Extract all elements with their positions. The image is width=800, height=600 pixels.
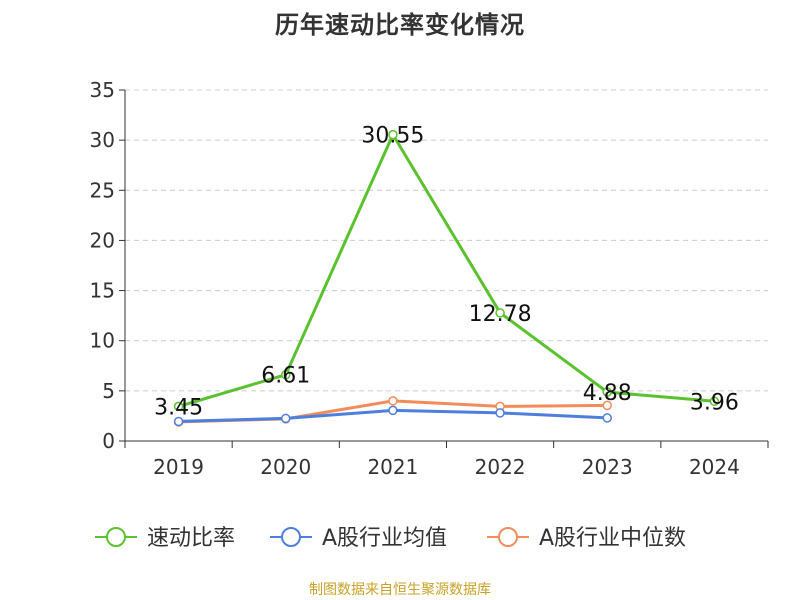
- data-point: [495, 308, 505, 318]
- series-line-0: [178, 133, 715, 408]
- legend-marker: [106, 527, 126, 547]
- legend-marker: [498, 527, 518, 547]
- y-tick-label: 5: [102, 379, 115, 403]
- data-point: [388, 129, 398, 140]
- data-point: [281, 369, 291, 380]
- legend-item[interactable]: 速动比率: [95, 526, 235, 551]
- data-point: [602, 400, 612, 411]
- chart-title: 历年速动比率变化情况: [275, 11, 525, 39]
- data-label: 3.45: [154, 395, 203, 420]
- data-label: 12.78: [469, 302, 532, 327]
- legend-label: A股行业中位数: [539, 526, 686, 551]
- data-point: [602, 387, 612, 397]
- y-tick-label: 10: [90, 329, 115, 353]
- legend-marker: [281, 527, 301, 547]
- data-label: 4.88: [583, 381, 632, 406]
- data-point: [388, 405, 398, 416]
- legend-item[interactable]: A股行业中位数: [487, 526, 686, 551]
- legend-label: A股行业均值: [322, 526, 447, 551]
- x-tick-label: 2022: [475, 455, 526, 479]
- data-label: 6.61: [261, 364, 310, 389]
- y-tick-label: 35: [90, 78, 115, 102]
- data-point: [281, 413, 291, 424]
- legend-item[interactable]: A股行业均值: [270, 526, 447, 551]
- y-tick-label: 20: [90, 228, 115, 252]
- x-tick-label: 2021: [367, 455, 418, 479]
- y-tick-label: 25: [90, 178, 115, 202]
- legend-label: 速动比率: [147, 526, 235, 551]
- x-tick-label: 2023: [582, 455, 633, 479]
- source-note: 制图数据来自恒生聚源数据库: [309, 582, 491, 598]
- series-lines: [173, 129, 720, 427]
- y-tick-label: 0: [102, 429, 115, 453]
- data-point: [173, 401, 184, 412]
- x-tick-label: 2020: [260, 455, 311, 479]
- data-point: [173, 416, 184, 427]
- y-tick-label: 15: [90, 279, 115, 303]
- legend[interactable]: 速动比率 A股行业均值 A股行业中位数: [95, 526, 686, 551]
- x-tick-label: 2024: [689, 455, 740, 479]
- x-tick-label: 2019: [153, 455, 204, 479]
- data-point: [709, 396, 720, 407]
- data-point: [602, 413, 612, 423]
- data-point: [495, 408, 505, 418]
- data-labels: 3.45 6.61 30.55 12.78 4.88 3.96: [154, 124, 739, 421]
- data-label: 30.55: [361, 124, 424, 149]
- data-point: [388, 396, 398, 406]
- data-label: 3.96: [690, 390, 739, 415]
- axes: 0 5 10 15 20 25 30 35 2019 2020 2021 2022 2023 2024: [90, 78, 769, 479]
- y-tick-label: 30: [90, 128, 115, 152]
- grid-lines: [125, 89, 768, 392]
